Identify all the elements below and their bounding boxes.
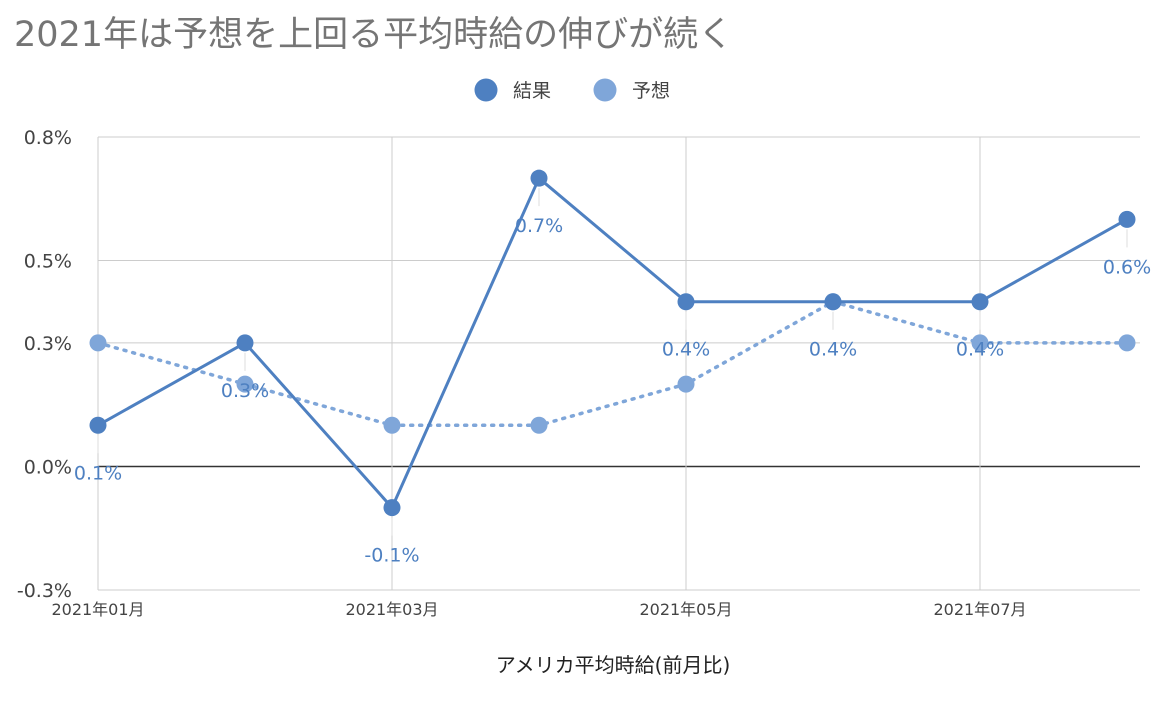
grid — [97, 136, 1140, 591]
x-tick-label: 2021年03月 — [345, 600, 438, 619]
data-label: 0.1% — [74, 462, 122, 484]
y-tick-label: 0.0% — [24, 456, 72, 478]
data-point — [89, 416, 107, 434]
y-tick-label: 0.8% — [24, 127, 72, 149]
y-tick-label: 0.5% — [24, 251, 72, 273]
data-point — [1118, 210, 1136, 228]
x-tick-label: 2021年01月 — [51, 600, 144, 619]
data-labels: 0.1% 0.3% -0.1% 0.7% 0.4% 0.4% 0.6% 0.4% — [74, 188, 1151, 567]
series-line-結果 — [97, 176, 1128, 510]
x-tick-label: 2021年07月 — [933, 600, 1026, 619]
data-point — [236, 334, 254, 352]
data-point — [383, 416, 401, 434]
data-point — [971, 293, 989, 311]
data-label: 0.4% — [956, 339, 1004, 361]
y-tick-label: -0.3% — [17, 580, 72, 602]
series-line-予想 — [96, 299, 1129, 428]
legend-label: 予想 — [632, 80, 670, 102]
data-point — [530, 169, 548, 187]
data-point — [530, 416, 548, 434]
data-point — [677, 293, 695, 311]
data-label: 0.3% — [221, 380, 269, 402]
x-axis-title: アメリカ平均時給(前月比) — [496, 653, 731, 677]
data-point — [236, 375, 254, 393]
data-label: -0.1% — [364, 545, 419, 567]
x-tick-label: 2021年05月 — [639, 600, 732, 619]
data-point — [824, 293, 842, 311]
legend-marker — [593, 78, 617, 102]
y-tick-label: 0.3% — [24, 333, 72, 355]
data-point — [1118, 334, 1136, 352]
legend-marker — [474, 78, 498, 102]
data-label: 0.6% — [1103, 256, 1151, 278]
series-layer — [89, 169, 1136, 517]
chart-title: 2021年は予想を上回る平均時給の伸びが続く — [14, 15, 734, 55]
legend-label: 結果 — [513, 80, 551, 102]
data-label: 0.4% — [662, 339, 710, 361]
data-label: 0.4% — [809, 339, 857, 361]
data-point — [677, 375, 695, 393]
data-point — [971, 334, 989, 352]
y-axis: -0.3% 0.0% 0.3% 0.5% 0.8% — [17, 127, 72, 602]
data-point — [89, 334, 107, 352]
x-axis: 2021年01月 2021年03月 2021年05月 2021年07月 — [51, 600, 1026, 619]
data-label: 0.7% — [515, 215, 563, 237]
data-point — [383, 499, 401, 517]
legend: 結果 予想 — [474, 78, 670, 102]
